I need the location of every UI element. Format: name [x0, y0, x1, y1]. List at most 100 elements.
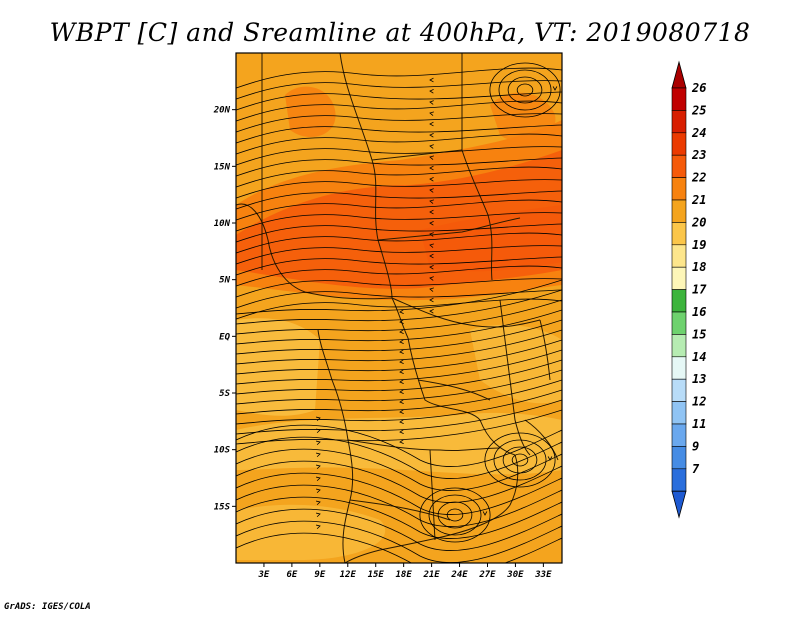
- colorbar-segment: [671, 334, 687, 358]
- streamline-arrow: [429, 243, 434, 248]
- lat-tick-label: 10S: [214, 446, 231, 456]
- streamline: [236, 67, 562, 89]
- streamline-arrow: [399, 399, 404, 404]
- streamline-arrow: [399, 439, 404, 444]
- streamline-arrow: [429, 264, 434, 270]
- streamline: [236, 223, 562, 243]
- colorbar-segment: [671, 311, 687, 335]
- streamline: [236, 212, 562, 232]
- map-title: WBPT [C] and Sreamline at 400hPa, VT: 20…: [49, 18, 751, 47]
- streamline-gyre: [516, 83, 534, 97]
- colorbar-segment: [671, 132, 687, 156]
- lat-tick-label: 15N: [214, 162, 231, 172]
- streamline-gyre: [419, 487, 491, 543]
- streamline-gyre: [484, 432, 556, 488]
- colorbar-segment: [671, 244, 687, 268]
- lon-tick-label: 6E: [286, 570, 297, 580]
- streamline: [236, 265, 562, 287]
- colorbar-segment: [671, 401, 687, 425]
- streamline-gyre: [437, 501, 473, 529]
- streamline: [236, 399, 562, 435]
- colorbar-segment: [671, 87, 687, 111]
- streamline-arrow: [399, 409, 404, 414]
- colorbar-label: 26: [691, 81, 706, 95]
- streamline: [236, 166, 562, 188]
- country-borders: [236, 53, 559, 563]
- streamline-arrow: [429, 276, 434, 281]
- streamline: [236, 100, 562, 122]
- streamline-arrow: [316, 464, 321, 470]
- colorbar-top-arrow: [671, 60, 687, 89]
- streamline: [236, 279, 562, 315]
- wbpt-region-20-far-south: [236, 504, 386, 560]
- streamline-arrow: [399, 379, 404, 384]
- lon-tick-label: 15E: [368, 570, 385, 580]
- streamline: [236, 256, 562, 276]
- streamline: [236, 472, 562, 515]
- streamline-arrow: [316, 500, 321, 506]
- streamline-arrow: [399, 339, 404, 344]
- streamline-gyre: [507, 76, 543, 104]
- streamline: [236, 339, 562, 375]
- lon-tick-label: 24E: [450, 570, 468, 580]
- streamline-arrow: [399, 349, 404, 354]
- colorbar-label: 23: [691, 148, 706, 162]
- streamline: [236, 508, 562, 551]
- streamline-arrow: [429, 199, 434, 204]
- streamline: [236, 369, 562, 405]
- streamline: [236, 91, 562, 111]
- lon-tick-label: 18E: [396, 570, 413, 580]
- streamline: [236, 245, 562, 265]
- wbpt-region-22-ne: [490, 92, 556, 143]
- streamline-arrow: [399, 309, 404, 314]
- streamline-arrow: [316, 428, 321, 434]
- lon-tick-label: 12E: [340, 570, 357, 580]
- streamline-gyre: [511, 453, 529, 467]
- lon-tick-label: 9E: [314, 570, 325, 580]
- streamline-arrow: [316, 440, 321, 446]
- lat-tick-label: 5S: [219, 389, 230, 399]
- colorbar-label: 19: [692, 238, 706, 252]
- streamline-arrow: [429, 253, 434, 259]
- colorbar-label: 9: [692, 439, 699, 453]
- streamline: [236, 379, 562, 415]
- wbpt-region-20-west: [236, 318, 320, 416]
- streamline-arrow: [429, 176, 434, 182]
- colorbar-segment: [671, 356, 687, 380]
- colorbar-segment: [671, 110, 687, 134]
- colorbar-label: 24: [691, 126, 706, 140]
- streamline: [236, 146, 562, 166]
- streamline-gyre: [498, 69, 552, 111]
- lat-tick-label: 20N: [213, 106, 231, 116]
- lat-tick-label: 5N: [219, 276, 230, 286]
- grads-credit: GrADS: IGES/COLA: [4, 602, 91, 612]
- latitude-axis: 20N 15N 10N 5N EQ 5S 10S 15S: [213, 106, 236, 512]
- streamline: [236, 113, 562, 133]
- streamline: [236, 496, 562, 539]
- wbpt-shading: [236, 53, 562, 563]
- streamline: [236, 298, 562, 320]
- streamline-arrow: [429, 77, 434, 83]
- colorbar-label: 16: [692, 305, 706, 319]
- colorbar-segment: [671, 423, 687, 447]
- streamline: [236, 448, 562, 491]
- streamline-gyre: [489, 62, 561, 118]
- streamline-arrow: [429, 308, 434, 314]
- streamline: [236, 179, 562, 199]
- streamline-arrow: [429, 144, 434, 149]
- colorbar-bottom-arrow: [671, 490, 687, 519]
- colorbar-segment: [671, 446, 687, 470]
- streamline-arrow: [429, 232, 434, 237]
- streamline-arrow: [399, 369, 404, 374]
- streamline: [236, 424, 562, 467]
- lat-tick-label: EQ: [219, 332, 230, 342]
- lat-tick-label: 15S: [214, 502, 231, 512]
- lon-tick-label: 30E: [506, 570, 524, 580]
- streamline: [236, 484, 562, 527]
- streamline: [236, 389, 562, 425]
- streamline-arrow: [429, 88, 434, 94]
- streamline-arrow: [429, 165, 434, 171]
- streamline-arrow: [399, 359, 404, 364]
- streamline-arrow: [429, 121, 434, 127]
